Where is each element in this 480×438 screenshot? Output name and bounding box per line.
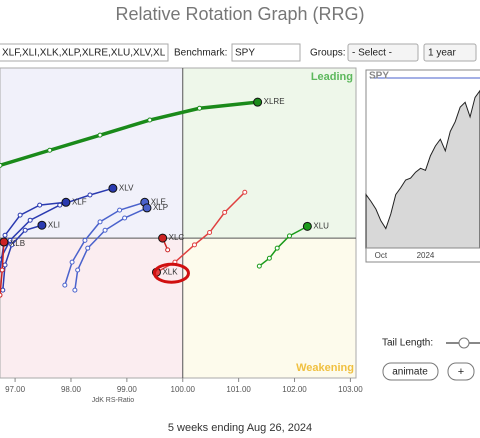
series-label: XLC (169, 233, 185, 242)
tail-point (9, 242, 15, 248)
head-point (37, 220, 47, 230)
tail-point (82, 237, 88, 243)
head-point (0, 237, 9, 247)
benchmark-input[interactable] (231, 43, 301, 62)
tail-point (47, 147, 53, 153)
tail-point (222, 209, 228, 215)
tail-point (122, 215, 128, 221)
groups-label: Groups: (310, 48, 346, 59)
leading-quadrant (182, 68, 356, 239)
head-point (61, 197, 71, 207)
tail (0, 187, 114, 261)
x-tick-label: 100.00 (171, 385, 196, 394)
tail-point (0, 162, 3, 168)
tail-point (97, 132, 103, 138)
x-tick-label: 102.00 (282, 385, 307, 394)
groups-select[interactable] (347, 43, 419, 62)
tail-point (242, 189, 248, 195)
tail-point (97, 219, 103, 225)
period-text: 1 year (428, 48, 456, 59)
highlight-circle (152, 262, 190, 284)
tail (0, 100, 258, 168)
tail-point (72, 287, 78, 293)
rrg-plot: Leading Weakening 97.00 98.00 99.00 100.00 101… (0, 67, 363, 404)
footer: 5 weeks ending Aug 26, 2024 (168, 422, 312, 434)
tail-point (117, 207, 123, 213)
head-point (142, 203, 152, 213)
tail-point (0, 292, 3, 298)
tail-point (165, 247, 171, 253)
x-tick-label: 103.00 (338, 385, 363, 394)
series-label: XLU (313, 221, 329, 230)
series-label: XLV (119, 183, 134, 192)
title: Relative Rotation Graph (RRG) (115, 4, 364, 24)
tail-point (17, 212, 23, 218)
x-tick-label: 97.00 (5, 385, 26, 394)
tail-point (87, 192, 93, 198)
tail-point (27, 217, 33, 223)
tail-point (197, 105, 203, 111)
plus-button[interactable] (447, 362, 475, 381)
tail-point (2, 262, 8, 268)
tail-point (75, 267, 81, 273)
series-label: XLF (72, 197, 87, 206)
series-label: XLRE (264, 97, 285, 106)
tail-point (286, 233, 292, 239)
benchmark-text: SPY (235, 48, 255, 59)
tail-point (69, 259, 75, 265)
tail-point (191, 242, 197, 248)
tail-point (85, 245, 91, 251)
tail-point (2, 232, 8, 238)
symbols-text: XLF,XLI,XLK,XLP,XLRE,XLU,XLV,XL (2, 48, 166, 59)
x-axis-label: JdK RS-Ratio (92, 397, 135, 404)
benchmark-chart: SPY Oct 2024 (365, 69, 480, 263)
symbols-input[interactable] (0, 43, 169, 62)
mini-x-label: Oct (375, 251, 388, 260)
tail (74, 207, 148, 291)
mini-title: SPY (369, 71, 389, 82)
animate-button[interactable] (382, 362, 439, 381)
benchmark-label: Benchmark: (174, 48, 227, 59)
tail-length-label: Tail Length: (382, 338, 433, 349)
series-label: XLP (153, 203, 168, 212)
x-tick-label: 99.00 (117, 385, 138, 394)
animate-text: animate (392, 367, 428, 378)
period-select[interactable] (423, 43, 477, 62)
lagging-quadrant (0, 238, 183, 378)
series-label: XLB (10, 239, 25, 248)
mini-x-label: 2024 (417, 251, 435, 260)
tail-point (266, 255, 272, 261)
tail-point (0, 267, 5, 273)
tail-point (22, 227, 28, 233)
head-point (253, 97, 263, 107)
series-label: XLE (151, 197, 166, 206)
weakening-label: Weakening (296, 362, 354, 374)
x-tick-label: 98.00 (61, 385, 82, 394)
slider-handle[interactable] (458, 337, 470, 349)
plus-text: + (458, 366, 464, 378)
head-point (158, 233, 168, 243)
plot-border (0, 67, 357, 379)
tail-point (62, 282, 68, 288)
x-tick-label: 101.00 (226, 385, 251, 394)
tail-point (256, 263, 262, 269)
weakening-quadrant (182, 238, 356, 378)
tail-point (207, 230, 213, 236)
leading-label: Leading (311, 71, 353, 83)
series-label: XLK (162, 267, 178, 276)
tail-point (102, 227, 108, 233)
head-point (302, 221, 312, 231)
tail-point (37, 202, 43, 208)
tail-point (274, 245, 280, 251)
tail-point (0, 287, 6, 293)
head-point (108, 183, 118, 193)
mini-area (365, 89, 480, 249)
tail-point (147, 117, 153, 123)
groups-text: - Select - (352, 48, 392, 59)
series-label: XLI (48, 220, 60, 229)
tail (64, 201, 145, 286)
improving-quadrant (0, 68, 183, 239)
